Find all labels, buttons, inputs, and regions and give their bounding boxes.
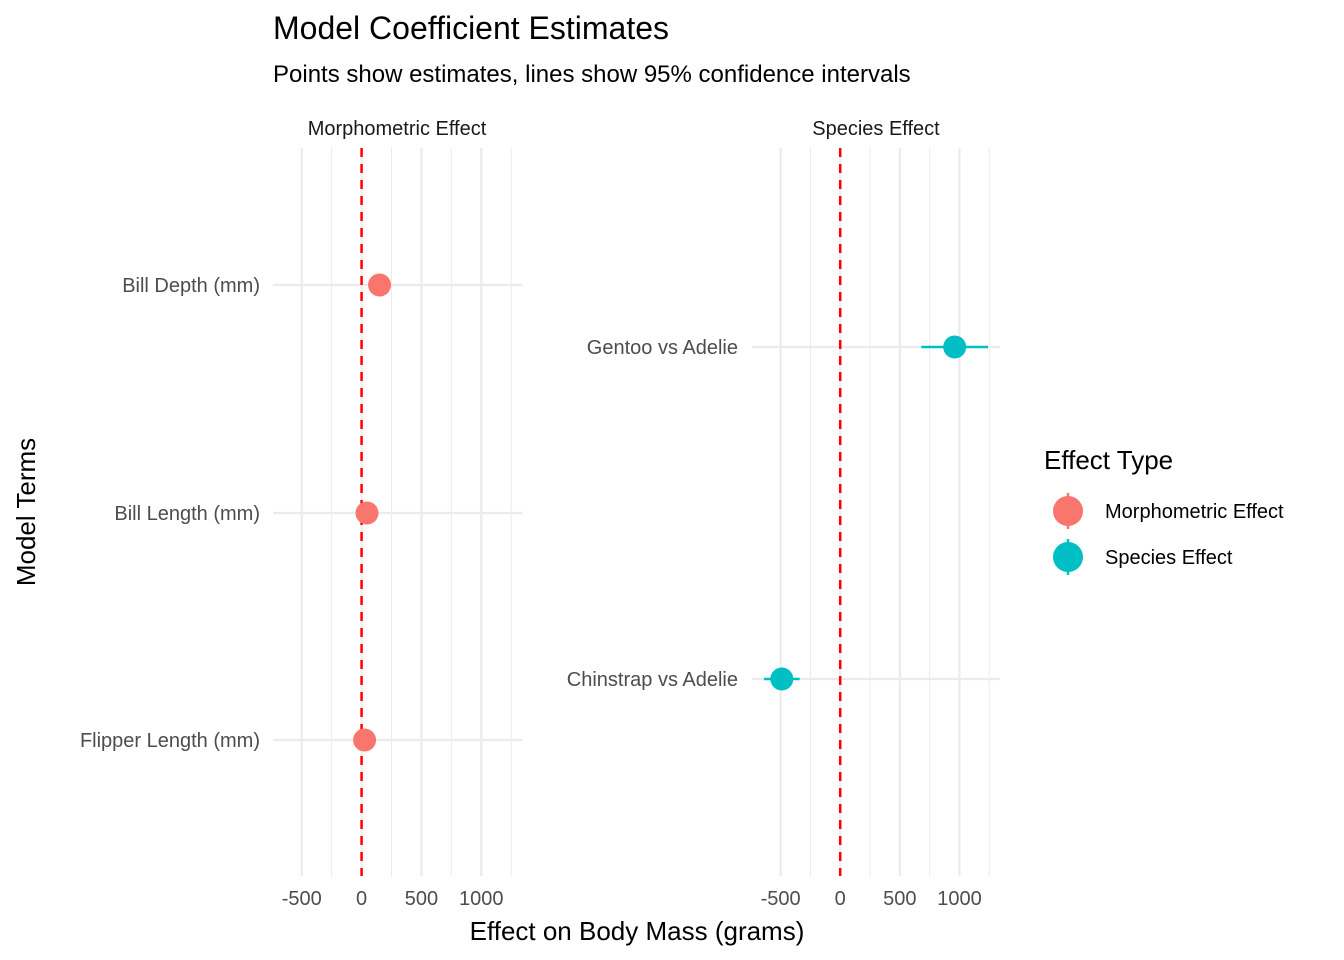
- y-tick-label: Bill Depth (mm): [122, 275, 260, 297]
- facet-strip-species: Species Effect: [812, 118, 940, 140]
- legend-key: [1053, 539, 1083, 575]
- facet-strip-morphometric: Morphometric Effect: [308, 118, 487, 140]
- facet-panel-morphometric: Morphometric Effect -500 0 500 1000 Bill Dep…: [80, 118, 522, 910]
- legend: Effect Type Morphometric Effect Species E…: [1044, 445, 1284, 575]
- gridlines: [752, 148, 1000, 876]
- x-tick-label: 1000: [459, 888, 504, 910]
- y-tick-label: Gentoo vs Adelie: [587, 337, 738, 359]
- legend-title: Effect Type: [1044, 445, 1173, 475]
- gridlines: [273, 148, 522, 876]
- facet-panel-species: Species Effect -500 0 500 1000 Gentoo vs Ade…: [567, 118, 1000, 910]
- estimate-point: [770, 667, 794, 691]
- x-tick-label: 0: [835, 888, 846, 910]
- y-tick-label: Bill Length (mm): [114, 503, 260, 525]
- x-tick-label: 500: [883, 888, 916, 910]
- chart-subtitle: Points show estimates, lines show 95% co…: [273, 61, 911, 88]
- x-tick-label: 1000: [937, 888, 982, 910]
- x-tick-label: -500: [761, 888, 801, 910]
- x-axis-title: Effect on Body Mass (grams): [470, 916, 805, 946]
- chart-title: Model Coefficient Estimates: [273, 10, 669, 46]
- legend-key: [1053, 493, 1083, 529]
- estimate-point: [943, 335, 967, 359]
- legend-label: Morphometric Effect: [1105, 501, 1284, 523]
- y-axis-title: Model Terms: [11, 438, 41, 586]
- estimate-point: [368, 273, 392, 297]
- estimate-point: [353, 728, 377, 752]
- y-tick-label: Chinstrap vs Adelie: [567, 669, 738, 691]
- legend-label: Species Effect: [1105, 547, 1233, 569]
- estimate-point: [355, 501, 379, 525]
- y-tick-label: Flipper Length (mm): [80, 730, 260, 752]
- x-tick-label: 500: [405, 888, 438, 910]
- x-tick-label: -500: [282, 888, 322, 910]
- x-tick-label: 0: [356, 888, 367, 910]
